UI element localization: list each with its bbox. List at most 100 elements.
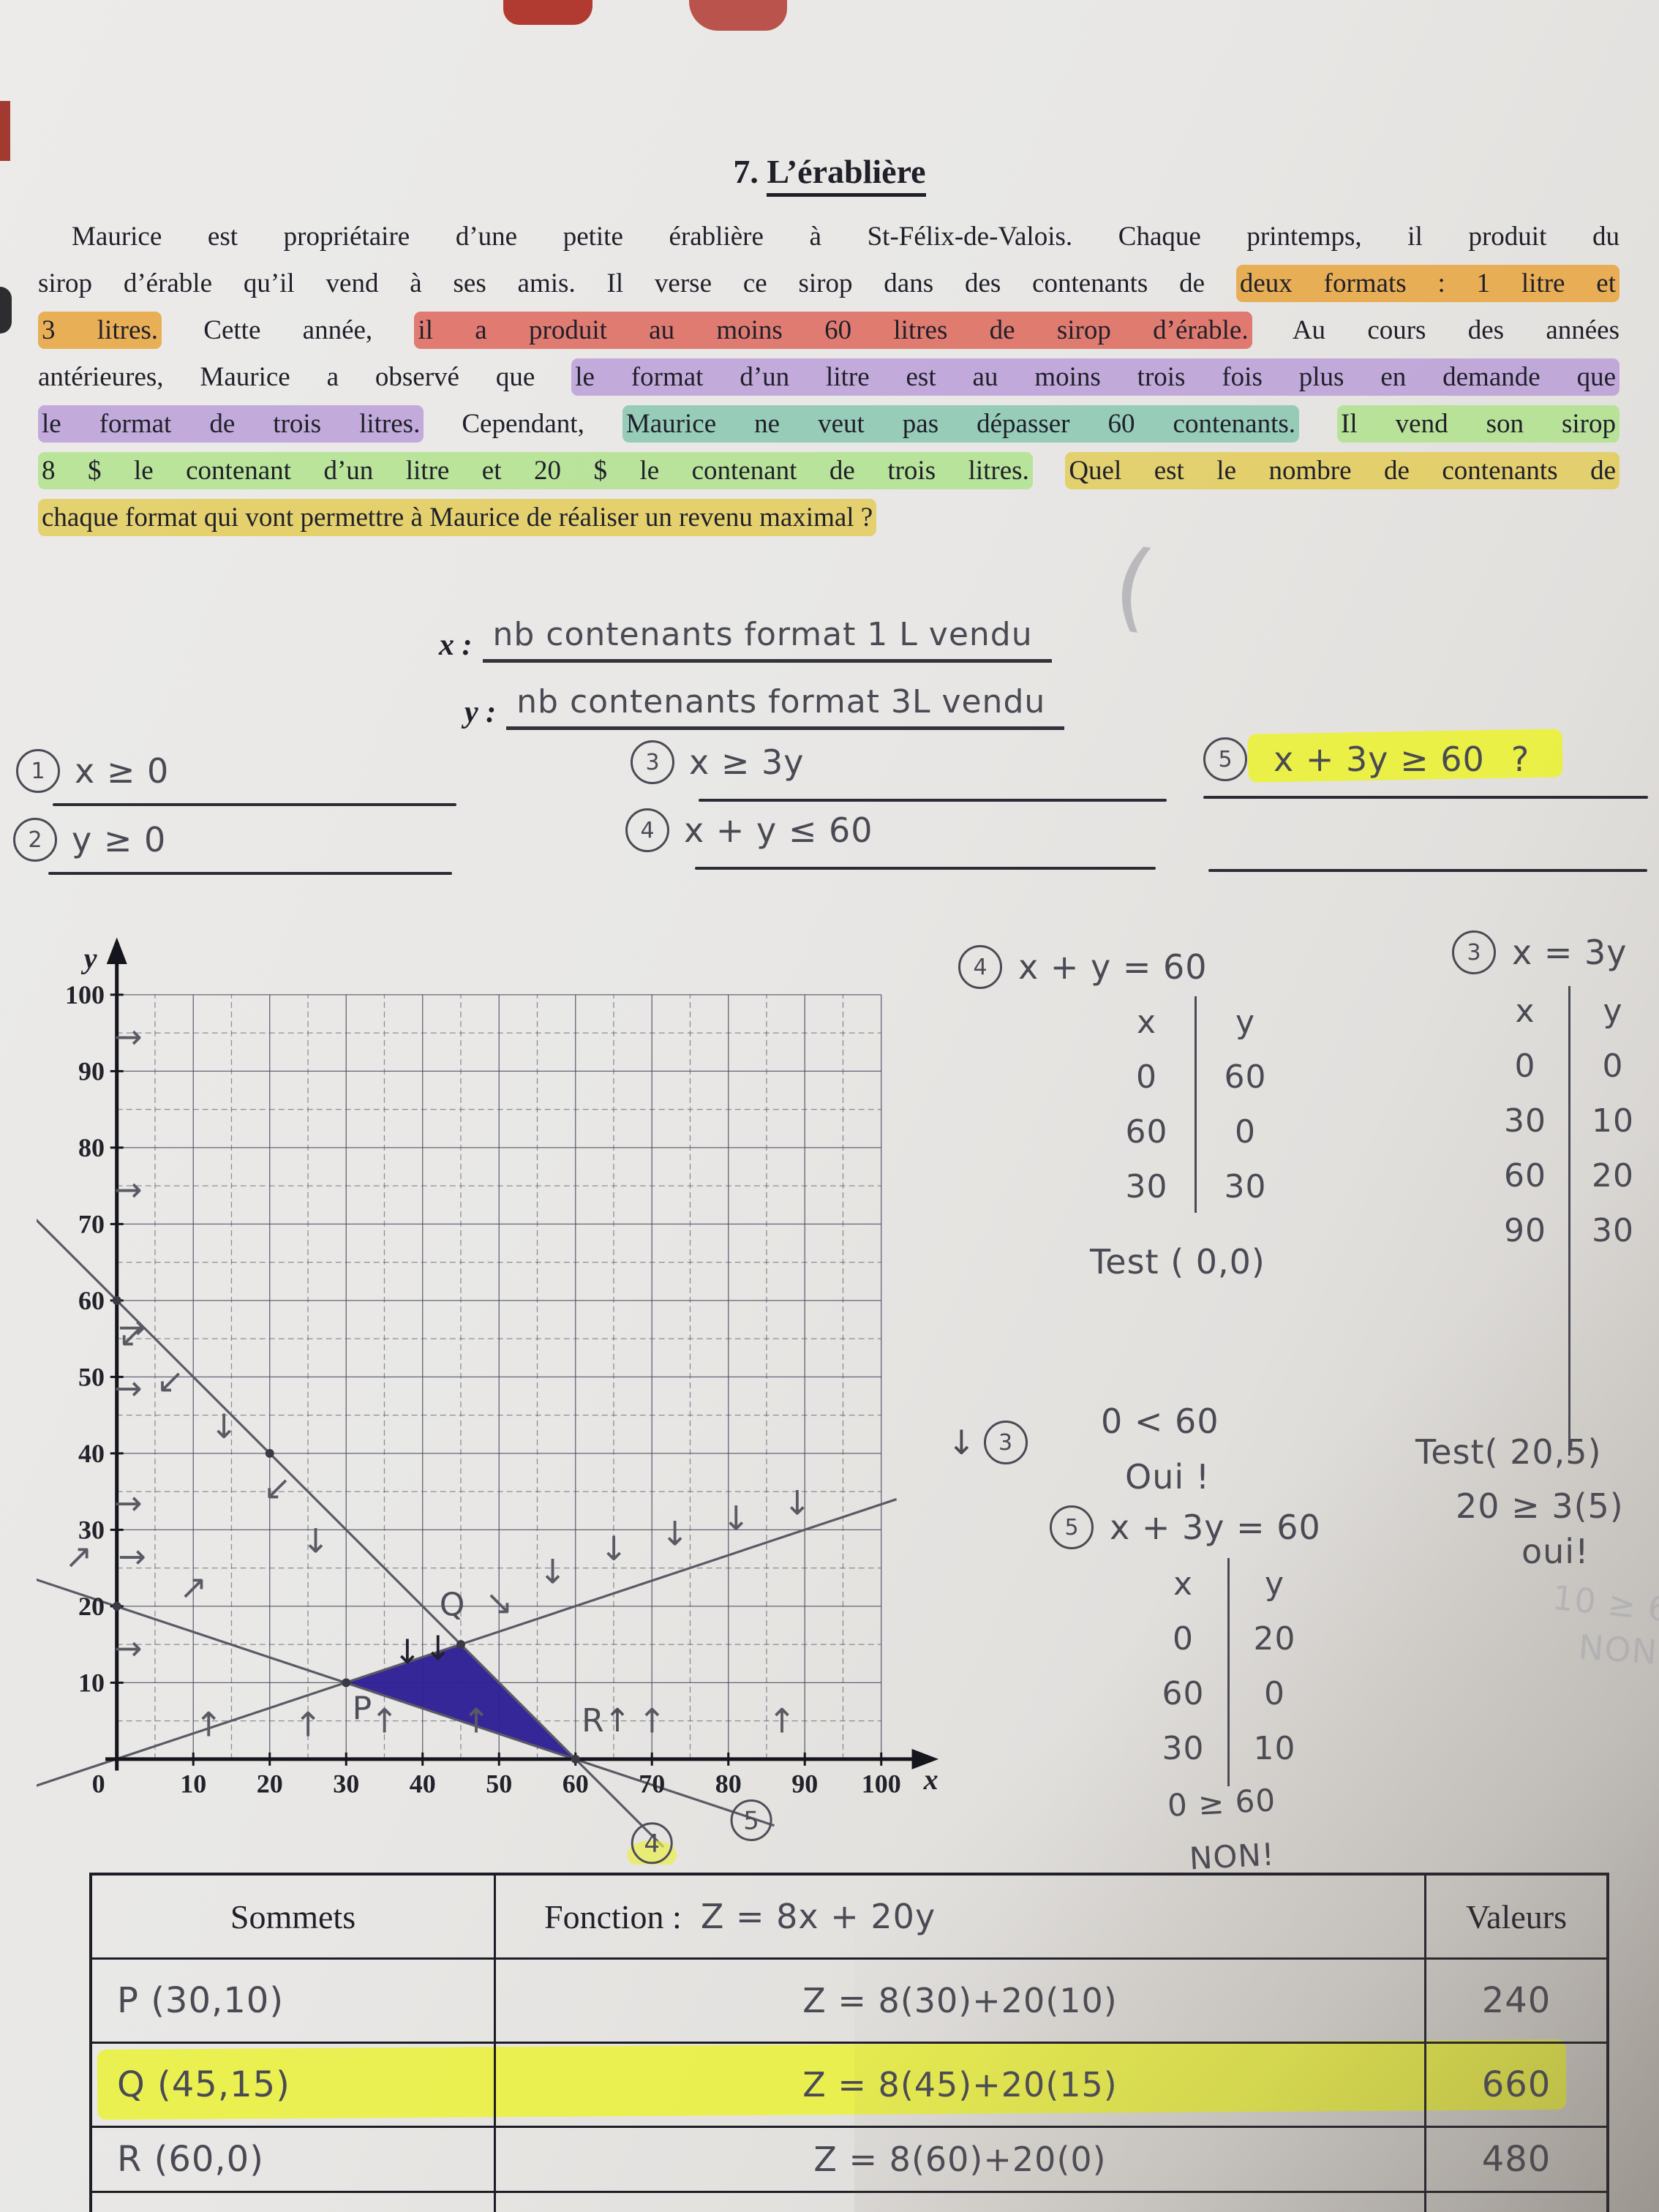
cell-value: 0 (1235, 1113, 1256, 1151)
background-red-object (689, 0, 787, 31)
y-tick-label: 40 (78, 1439, 105, 1468)
y-tick-label: 60 (78, 1286, 105, 1315)
highlighted-text: Maurice ne veut pas dépasser 60 contenan… (622, 405, 1300, 443)
paragraph-line: antérieures, Maurice a observé que le fo… (38, 354, 1620, 401)
work-eq4: 4 x + y = 60 (958, 945, 1208, 989)
table-of-values-eq5: x y 0 20 60 0 30 10 (1137, 1557, 1320, 1776)
cell-value: 60 (1224, 1058, 1267, 1096)
answer-line (53, 803, 456, 806)
constraint-4-text: x + y ≤ 60 (684, 810, 873, 850)
cell-value: 10 (1592, 1102, 1634, 1140)
text-segment: sirop d’érable qu’il vend à ses amis. Il… (38, 268, 1236, 298)
test4-label: Test ( 0,0) (1090, 1242, 1265, 1282)
vertex-label: R↑ (582, 1702, 631, 1739)
constraint-1: 1 x ≥ 0 (16, 749, 169, 793)
y-tick-label: 20 (78, 1592, 105, 1621)
calculation-cell: Z = 8(60)+20(0) (496, 2128, 1426, 2193)
table-row: 90 30 (1481, 1203, 1657, 1258)
table-row: 30 30 (1097, 1159, 1295, 1214)
highlighted-text: Il vend son sirop (1337, 405, 1620, 443)
ghost-writing: NON (1577, 1627, 1659, 1672)
table-row: 0 60 (1097, 1050, 1295, 1105)
text-segment: Au cours des années (1252, 315, 1620, 345)
cell-value: 20 (1253, 1620, 1296, 1658)
cell-value: 60 (1504, 1157, 1546, 1195)
shading-arrow-icon: → (114, 1628, 143, 1668)
summary-table: Sommets Fonction : Z = 8x + 20y Valeurs … (89, 1873, 1609, 2212)
test3-calc: 20 ≥ 3(5) (1456, 1486, 1624, 1526)
definition-x: x : nb contenants format 1 L vendu (439, 616, 1052, 663)
cell-value: x (1173, 1565, 1194, 1603)
constraint-4-badge: 4 (625, 808, 669, 852)
col-header-valeurs: Valeurs (1426, 1876, 1606, 1960)
problem-statement: Maurice est propriétaire d’une petite ér… (38, 214, 1620, 541)
cell-value: 20 (1592, 1157, 1634, 1195)
table-rule (1227, 1558, 1230, 1786)
constraint-1-badge: 1 (16, 749, 60, 793)
x-tick-label: 90 (791, 1769, 818, 1798)
plotted-point (112, 1295, 121, 1305)
y-tick-label: 90 (78, 1056, 105, 1086)
constraint-line (37, 1218, 665, 1848)
shading-arrow-icon: → (118, 1537, 146, 1576)
cell-value: y (1235, 1004, 1256, 1041)
x-tick-label: 80 (715, 1769, 742, 1798)
line-badge-number: 4 (644, 1829, 660, 1859)
test5-calc: 0 ≥ 60 (1166, 1782, 1277, 1824)
value-cell: 660 (1426, 2044, 1606, 2128)
plotted-point (456, 1640, 465, 1649)
highlighted-text: le format de trois litres. (38, 405, 424, 443)
answer-line (1203, 796, 1648, 799)
work-eq3-text: x = 3y (1512, 933, 1628, 972)
line3-badge: ↓ 3 (947, 1421, 1028, 1464)
y-tick-label: 100 (65, 980, 105, 1009)
x-tick-label: 10 (180, 1769, 206, 1798)
answer-line (695, 867, 1156, 870)
y-definition: nb contenants format 3L vendu (506, 683, 1065, 730)
vertex-cell: P (30,10) (92, 1960, 496, 2044)
table-rule (1568, 986, 1570, 1456)
plotted-point (571, 1754, 580, 1764)
shading-arrow-icon: ↑ (195, 1705, 223, 1745)
cell-value: x (1515, 993, 1535, 1030)
cell-value: 30 (1504, 1102, 1546, 1140)
cell-value: y (1264, 1565, 1285, 1603)
vertex-label: Q (440, 1586, 465, 1623)
answer-line (1208, 869, 1647, 872)
table-row: 30 10 (1137, 1721, 1320, 1776)
shading-arrow-icon: → (114, 1170, 143, 1209)
shading-arrow-icon: → (114, 1483, 143, 1522)
cell-value: 10 (1253, 1730, 1296, 1767)
highlighted-text: Quel est le nombre de contenants de (1065, 452, 1620, 489)
vertex-cell: R (60,0) (92, 2128, 496, 2193)
shading-arrow-icon: → (118, 1307, 146, 1347)
cell-value: 30 (1224, 1168, 1267, 1205)
value-cell: 480 (1426, 2128, 1606, 2193)
cell-value: 60 (1162, 1675, 1205, 1712)
vertex-label: P (353, 1690, 372, 1728)
x-tick-label: 50 (486, 1769, 512, 1798)
test3-label: Test( 20,5) (1415, 1432, 1602, 1472)
shading-arrow-icon: ↓ (783, 1483, 812, 1522)
vertex-cell: Q (45,15) (92, 2044, 496, 2128)
calculation-cell: Z = 8(30)+20(10) (496, 1960, 1426, 2044)
table-row: 60 0 (1097, 1105, 1295, 1159)
paragraph-line: sirop d’érable qu’il vend à ses amis. Il… (38, 260, 1620, 307)
value-cell (1426, 2193, 1606, 2212)
cell-value: 0 (1136, 1058, 1157, 1096)
highlighted-text: il a produit au moins 60 litres de sirop… (414, 312, 1252, 349)
shading-arrow-icon: ↓ (538, 1552, 567, 1592)
shading-arrow-icon: → (114, 1369, 143, 1408)
calculation-cell: Z = 8(45)+20(15) (496, 2044, 1426, 2128)
shading-arrow-icon: ↗ (64, 1537, 93, 1576)
y-tick-label: 80 (78, 1133, 105, 1162)
x-tick-label: 30 (333, 1769, 359, 1798)
page-edge-mark (0, 287, 12, 334)
line3-badge-number: 3 (983, 1421, 1028, 1464)
work-eq4-text: x + y = 60 (1018, 947, 1208, 987)
work-eq5: 5 x + 3y = 60 (1050, 1505, 1321, 1549)
fonction-label: Fonction : (544, 1897, 682, 1936)
